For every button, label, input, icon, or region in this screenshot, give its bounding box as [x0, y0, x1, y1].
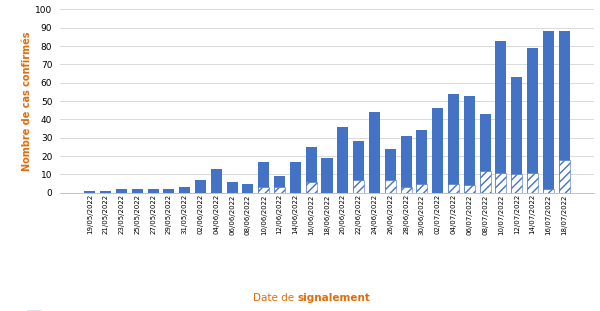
Bar: [559, 160, 570, 193]
Bar: [401, 187, 412, 193]
Bar: [416, 130, 427, 193]
Bar: [369, 112, 380, 193]
Bar: [511, 77, 522, 193]
Bar: [559, 31, 570, 193]
Bar: [496, 40, 506, 193]
Bar: [416, 183, 427, 193]
Bar: [385, 149, 396, 193]
Bar: [511, 174, 522, 193]
Bar: [527, 48, 538, 193]
Bar: [305, 182, 317, 193]
Bar: [148, 189, 158, 193]
Bar: [385, 180, 396, 193]
Bar: [353, 142, 364, 193]
Bar: [464, 185, 475, 193]
Bar: [448, 94, 459, 193]
Bar: [543, 31, 554, 193]
Bar: [163, 189, 175, 193]
Bar: [290, 162, 301, 193]
Bar: [100, 191, 111, 193]
Bar: [179, 187, 190, 193]
Bar: [543, 189, 554, 193]
Bar: [116, 189, 127, 193]
Bar: [464, 95, 475, 193]
Bar: [258, 162, 269, 193]
Bar: [211, 169, 222, 193]
Bar: [337, 127, 349, 193]
Text: signalement: signalement: [297, 293, 370, 303]
Bar: [227, 182, 238, 193]
Bar: [432, 109, 443, 193]
Bar: [322, 158, 332, 193]
Bar: [274, 187, 285, 193]
Bar: [132, 189, 143, 193]
Bar: [274, 176, 285, 193]
Bar: [496, 173, 506, 193]
Bar: [242, 183, 253, 193]
Bar: [353, 180, 364, 193]
Bar: [305, 147, 317, 193]
Bar: [479, 114, 491, 193]
Bar: [84, 191, 95, 193]
Bar: [448, 183, 459, 193]
Bar: [258, 187, 269, 193]
Bar: [401, 136, 412, 193]
Bar: [479, 171, 491, 193]
Bar: [527, 173, 538, 193]
Bar: [195, 180, 206, 193]
Y-axis label: Nombre de cas confirmés: Nombre de cas confirmés: [22, 31, 32, 171]
Text: Date de: Date de: [253, 293, 297, 303]
